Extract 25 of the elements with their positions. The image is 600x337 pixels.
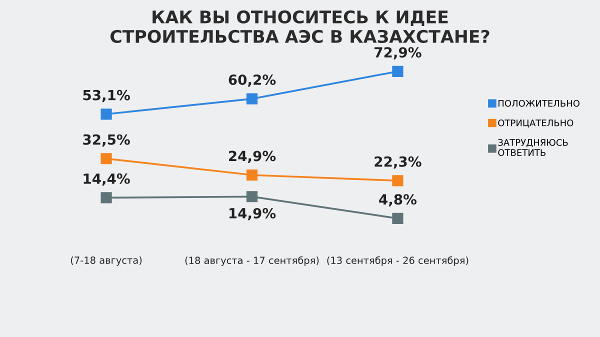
point: [392, 66, 404, 77]
data-label: 14,4%: [84, 173, 130, 186]
legend-label: ОТРИЦАТЕЛЬНО: [498, 119, 574, 128]
point: [392, 212, 404, 224]
data-label: 22,3%: [374, 156, 422, 169]
point: [392, 175, 404, 186]
point: [100, 108, 112, 120]
point: [246, 169, 258, 181]
x-tick-label: (7-18 августа): [70, 256, 142, 266]
chart-title: КАК ВЫ ОТНОСИТЕСЬ К ИДЕЕ СТРОИТЕЛЬСТВА АЭС В КАЗАХСТАНЕ?: [110, 10, 490, 43]
data-label: 14,9%: [229, 208, 276, 220]
legend-label: ЗАТРУДНЯЮСЬ ОТВЕТИТЬ: [498, 139, 568, 156]
data-label: 24,9%: [229, 150, 276, 164]
data-label: 4,8%: [379, 194, 417, 206]
data-label: 53,1%: [83, 90, 130, 102]
point: [100, 153, 112, 164]
data-label: 72,9%: [374, 47, 422, 60]
point: [246, 93, 258, 104]
data-label: 32,5%: [83, 134, 130, 147]
point: [100, 192, 112, 204]
x-tick-label: (18 августа - 17 сентября): [185, 256, 319, 266]
point: [246, 191, 258, 202]
x-tick-label: (13 сентября - 26 сентября): [327, 256, 468, 266]
data-label: 60,2%: [228, 74, 276, 87]
legend-label: ПОЛОЖИТЕЛЬНО: [498, 100, 580, 107]
